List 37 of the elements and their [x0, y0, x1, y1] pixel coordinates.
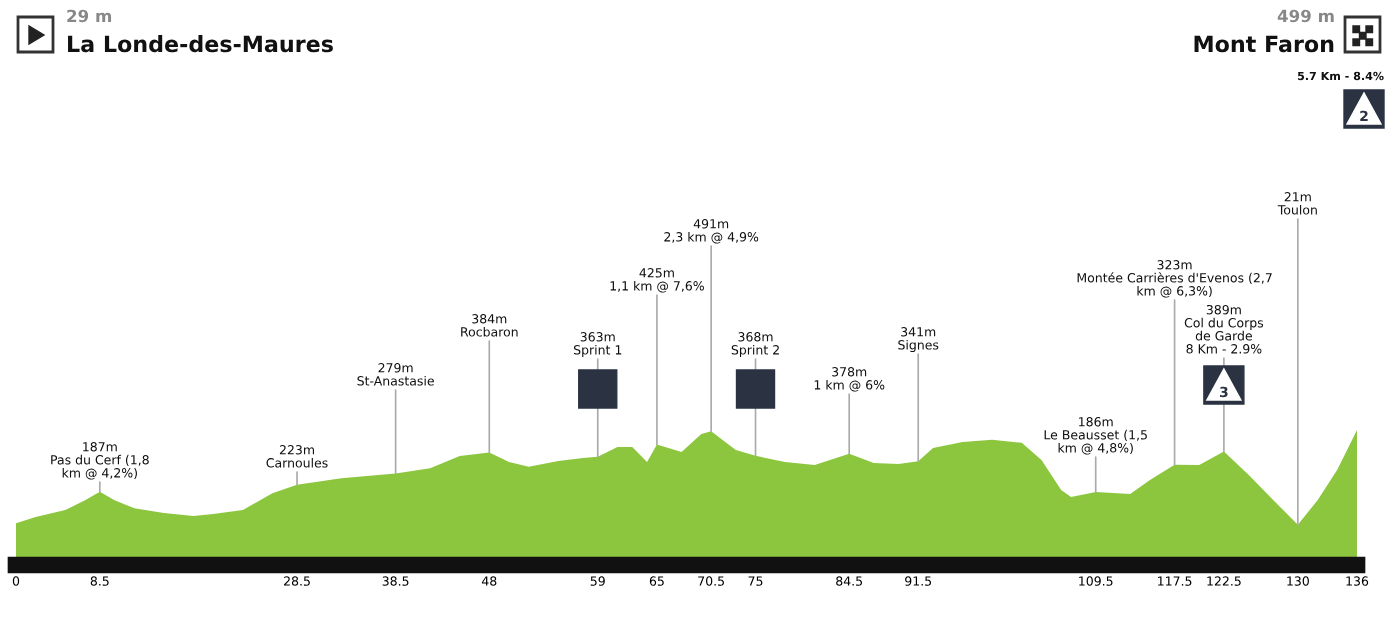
x-tick-label: 117.5	[1158, 576, 1192, 586]
annotation: 21m Toulon	[1277, 192, 1317, 215]
x-tick-label: 91.5	[905, 576, 932, 586]
x-tick-label: 28.5	[284, 576, 310, 586]
text: La Londe-des-Maures	[68, 35, 333, 53]
x-tick-label: 84.5	[836, 576, 863, 586]
annotation: 186m Le Beausset (1,5 km @ 4,8%)	[1044, 417, 1147, 455]
x-tick-label: 75	[748, 576, 763, 586]
x-tick-label: 122.5	[1207, 576, 1241, 586]
x-tick-label: 38.5	[382, 576, 409, 586]
annotation: 425m 1,1 km @ 7,6%	[610, 268, 704, 293]
annotation: 378m 1 km @ 6%	[814, 367, 885, 392]
x-tick-label: 130	[1287, 576, 1309, 586]
x-tick-label: 48	[481, 576, 497, 586]
annotation: 323m Montée Carrières d'Evenos (2,7 km @ 6,3%)	[1077, 260, 1272, 298]
x-tick-label: 0	[12, 576, 20, 586]
annotation: 341m Signes	[898, 327, 939, 352]
x-tick-label: 136	[1346, 576, 1369, 586]
text: 2	[1360, 110, 1368, 121]
text: 5.7 Km - 8.4%	[1297, 71, 1384, 81]
annotation: 389m Col du Corps de Garde 8 Km - 2.9%	[1184, 304, 1264, 354]
text: 499 m	[1277, 9, 1334, 23]
annotation: 279m St-Anastasie	[357, 363, 434, 386]
text: Mont Faron	[1194, 35, 1334, 53]
x-tick-label: 70.5	[698, 576, 724, 586]
text: 3	[1219, 386, 1228, 398]
x-tick-label: 59	[590, 576, 605, 586]
annotation: 187m Pas du Cerf (1,8 km @ 4,2%)	[51, 442, 149, 480]
annotation: 491m 2,3 km @ 4,9%	[664, 219, 759, 244]
x-tick-label: 65	[649, 576, 664, 586]
annotation: 223m Carnoules	[266, 445, 328, 468]
annotation: 368m Sprint 2	[731, 332, 779, 357]
annotation: 363m Sprint 1	[573, 332, 622, 357]
text: 29 m	[67, 9, 112, 23]
x-tick-label: 109.5	[1079, 576, 1113, 586]
annotation: 384m Rocbaron	[461, 314, 518, 337]
x-tick-label: 8.5	[90, 576, 109, 586]
